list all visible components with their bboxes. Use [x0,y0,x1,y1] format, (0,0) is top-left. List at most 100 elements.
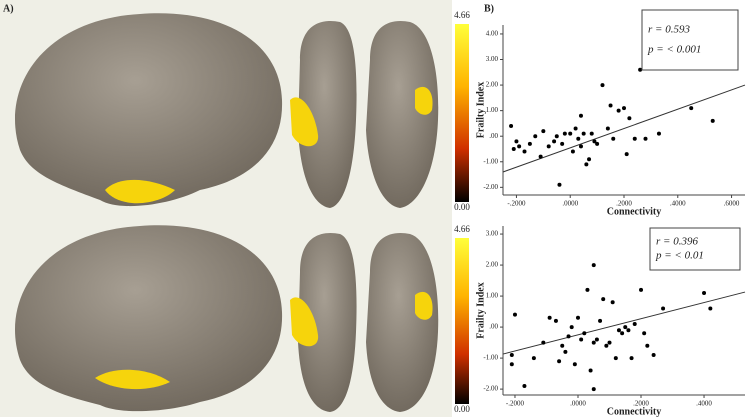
point [605,126,610,131]
point [591,387,596,392]
annotation-box [649,227,741,271]
x-tick-label: .2000 [633,400,649,408]
point [661,306,666,311]
colorbar-min: 0.00 [454,404,470,414]
y-tick-label: 1.00 [486,106,499,114]
point [585,287,590,292]
point [554,134,559,139]
point [620,331,625,336]
y-tick-label: -1.00 [483,157,498,165]
point [616,108,621,113]
point [595,141,600,146]
annotation: r = 0.593 [648,24,690,36]
point [616,328,621,333]
point [632,321,637,326]
point [578,113,583,118]
point [601,297,606,302]
colorbar-max: 4.66 [454,224,470,234]
brain-ventral-right [366,232,439,412]
point [570,149,575,154]
point [611,136,616,141]
point [560,343,565,348]
colorbar [455,24,469,202]
point [512,312,517,317]
point [584,162,589,167]
point [509,362,514,367]
point [538,154,543,159]
point [587,157,592,162]
point [622,106,626,111]
y-tick-label: -2.00 [483,385,498,393]
point [578,144,583,149]
x-tick-label: .0000 [562,200,578,208]
point [627,116,632,121]
point [527,141,532,146]
point [592,139,597,144]
point [607,340,612,345]
point [642,331,647,336]
point [623,325,628,330]
point [509,123,514,128]
point [569,325,574,330]
point [629,356,634,361]
point [624,152,629,157]
point [560,141,565,146]
point [594,337,599,342]
y-axis-title: Frailty Index [475,282,486,338]
trend-line [502,84,746,173]
y-tick-label: .00 [489,132,498,140]
annotation: p = < 0.001 [647,44,701,56]
point [610,300,615,305]
point [509,352,514,357]
point [573,126,578,131]
point [541,340,546,345]
brain-ventral-left [290,20,357,208]
point [710,118,715,123]
point [582,331,587,336]
panel-label: B) [484,3,494,14]
point [588,368,593,373]
brain-lateral [15,225,283,412]
y-tick-label: 3.00 [486,55,499,63]
y-tick-label: .00 [489,323,498,331]
point [708,306,713,311]
x-tick-label: .2000 [616,200,632,208]
point [514,139,519,144]
x-tick-label: -.2000 [507,200,526,208]
annotation-box [641,9,739,71]
point [517,144,522,149]
point [576,136,581,141]
x-tick-label: .0000 [570,400,586,408]
point [645,343,650,348]
point [581,131,586,136]
colorbar [455,238,469,404]
x-tick-label: .6000 [724,200,740,208]
point [600,83,605,88]
point [566,334,571,339]
point [604,343,609,348]
point [541,129,546,134]
point [643,136,648,141]
point [511,146,516,151]
colorbar-max: 4.66 [454,10,470,20]
point [553,318,558,323]
x-axis-title: Connectivity [607,206,661,217]
point [632,136,637,141]
point [589,131,594,136]
y-tick-label: -2.00 [483,183,498,191]
x-tick-label: -.2000 [506,400,525,408]
point [547,315,552,320]
point [689,106,694,111]
point [568,131,573,136]
brain-ventral-left [290,232,357,412]
point [579,337,584,342]
point [522,149,527,154]
y-tick-label: 2.00 [486,261,499,269]
y-tick-label: 4.00 [486,30,499,38]
point [546,144,551,149]
point [563,349,568,354]
point [651,352,656,357]
x-axis-title: Connectivity [607,406,661,417]
point [533,134,538,139]
